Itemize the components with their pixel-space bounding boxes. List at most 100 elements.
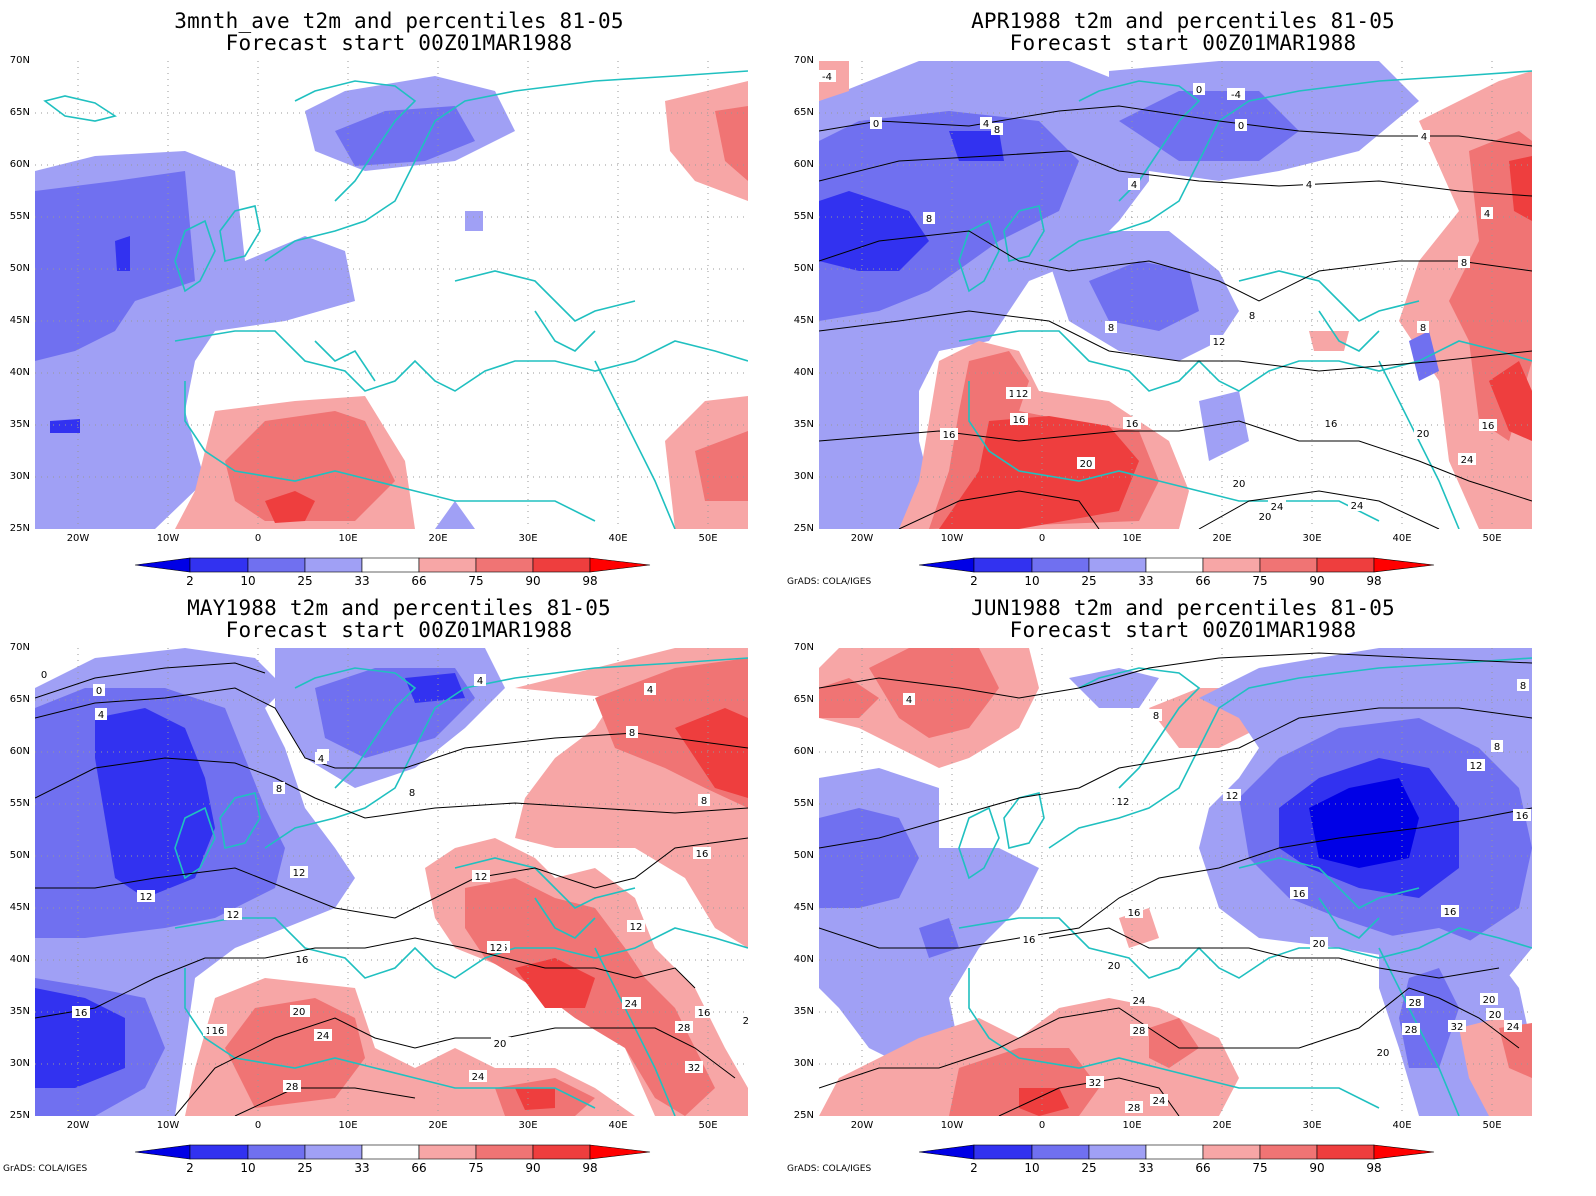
svg-text:8: 8 <box>629 728 635 739</box>
contour-label: 16 <box>940 428 958 441</box>
contour-label: 0 <box>1235 119 1247 132</box>
svg-text:12: 12 <box>475 872 488 883</box>
svg-text:16: 16 <box>1325 419 1338 430</box>
lon-label: 20W <box>66 1120 90 1131</box>
svg-text:16: 16 <box>943 430 956 441</box>
svg-text:28: 28 <box>1128 1103 1141 1114</box>
panel-subtitle: Forecast start 00Z01MAR1988 <box>1009 618 1357 642</box>
lat-label: 40N <box>9 367 30 378</box>
colorbar-label: 98 <box>582 1161 598 1175</box>
contour-label: 32 <box>685 1061 703 1074</box>
lat-label: 25N <box>9 523 30 534</box>
lon-label: 40E <box>1392 1120 1412 1131</box>
contour-label: 16 <box>695 1006 713 1019</box>
contour-label: 20 <box>1310 937 1328 950</box>
svg-text:4: 4 <box>477 676 483 687</box>
svg-text:4: 4 <box>983 119 989 130</box>
svg-text:28: 28 <box>678 1023 691 1034</box>
lat-label: 45N <box>9 315 30 326</box>
svg-text:20: 20 <box>494 1039 507 1050</box>
svg-text:4: 4 <box>1484 209 1490 220</box>
contour-label: 20 <box>1077 457 1095 470</box>
colorbar-label: 25 <box>297 574 313 588</box>
lon-label: 40E <box>608 1120 628 1131</box>
svg-text:16: 16 <box>1013 415 1026 426</box>
svg-text:12: 12 <box>227 910 240 921</box>
colorbar-label: 75 <box>468 1161 484 1175</box>
colorbar-label: 66 <box>1195 1161 1211 1175</box>
colorbar-label: 66 <box>1195 574 1211 588</box>
svg-text:8: 8 <box>1494 742 1500 753</box>
map-plot: 0044444888812121212121616161612161620202… <box>35 648 748 1116</box>
contour-label: 20 <box>1486 1008 1504 1021</box>
colorbar-label: 25 <box>1081 1161 1097 1175</box>
lat-label: 60N <box>9 159 30 170</box>
lat-label: 65N <box>793 107 814 118</box>
colorbar <box>918 1144 1439 1164</box>
lat-label: 70N <box>9 642 30 653</box>
contour-label: 20 <box>1414 427 1432 440</box>
contour-label: 20 <box>491 1037 509 1050</box>
contour-label: 16 <box>693 847 711 860</box>
lon-label: 20W <box>850 1120 874 1131</box>
lon-label: 20E <box>428 1120 448 1131</box>
contour-label: 24 <box>1130 994 1148 1007</box>
svg-text:12: 12 <box>140 892 153 903</box>
svg-text:16: 16 <box>1482 421 1495 432</box>
contour-label: 4 <box>474 674 486 687</box>
lon-label: 0 <box>254 533 262 544</box>
lon-label: 10E <box>338 533 358 544</box>
lon-label: 10E <box>1122 533 1142 544</box>
lat-label: 55N <box>793 798 814 809</box>
svg-text:20: 20 <box>1489 1010 1502 1021</box>
colorbar-label: 98 <box>1366 574 1382 588</box>
lat-label: 30N <box>9 471 30 482</box>
colorbar-label: 33 <box>354 574 370 588</box>
colorbar-label: 66 <box>411 574 427 588</box>
contour-label: 28 <box>1125 1101 1143 1114</box>
svg-text:24: 24 <box>472 1072 485 1083</box>
svg-text:0: 0 <box>873 119 879 130</box>
lat-label: 50N <box>9 850 30 861</box>
contour-label: 16 <box>1322 417 1340 430</box>
lat-label: 30N <box>793 471 814 482</box>
lat-label: 40N <box>793 954 814 965</box>
lon-label: 0 <box>1038 1120 1046 1131</box>
map-plot <box>35 61 748 529</box>
svg-text:8: 8 <box>1420 323 1426 334</box>
contour-label: 16 <box>1513 809 1531 822</box>
grads-credit: GrADS: COLA/IGES <box>787 1164 872 1174</box>
svg-text:0: 0 <box>41 670 47 681</box>
colorbar-label: 10 <box>240 574 256 588</box>
lon-label: 20E <box>1212 1120 1232 1131</box>
contour-label: 12 <box>1223 789 1241 802</box>
lat-label: 35N <box>9 419 30 430</box>
svg-text:8: 8 <box>994 125 1000 136</box>
panel-3mnth-ave: 3mnth_ave t2m and percentiles 81-05 Fore… <box>0 0 798 598</box>
contour-label: 28 <box>1402 1023 1420 1036</box>
lon-label: 50E <box>698 1120 718 1131</box>
svg-text:20: 20 <box>1377 1048 1390 1059</box>
contour-label: 12 <box>224 908 242 921</box>
contour-label: 8 <box>1246 309 1258 322</box>
svg-text:8: 8 <box>701 796 707 807</box>
svg-text:24: 24 <box>1133 996 1146 1007</box>
contour-label: 12 <box>290 866 308 879</box>
contour-label: 20 <box>290 1005 308 1018</box>
lon-label: 30E <box>1302 1120 1322 1131</box>
panel-title: MAY1988 t2m and percentiles 81-05 <box>187 596 611 620</box>
contour-label: 16 <box>72 1006 90 1019</box>
panel-may1988: MAY1988 t2m and percentiles 81-05 Foreca… <box>0 587 798 1185</box>
lat-label: 35N <box>9 1006 30 1017</box>
contour-label: 8 <box>923 212 935 225</box>
svg-text:4: 4 <box>318 754 324 765</box>
colorbar-label: 33 <box>354 1161 370 1175</box>
contour-label: 8 <box>1417 321 1429 334</box>
colorbar-label: 25 <box>1081 574 1097 588</box>
svg-text:32: 32 <box>1451 1022 1464 1033</box>
lat-label: 35N <box>793 1006 814 1017</box>
svg-text:24: 24 <box>1461 455 1474 466</box>
contour-label: 8 <box>626 726 638 739</box>
lat-label: 60N <box>793 159 814 170</box>
lat-label: 60N <box>793 746 814 757</box>
